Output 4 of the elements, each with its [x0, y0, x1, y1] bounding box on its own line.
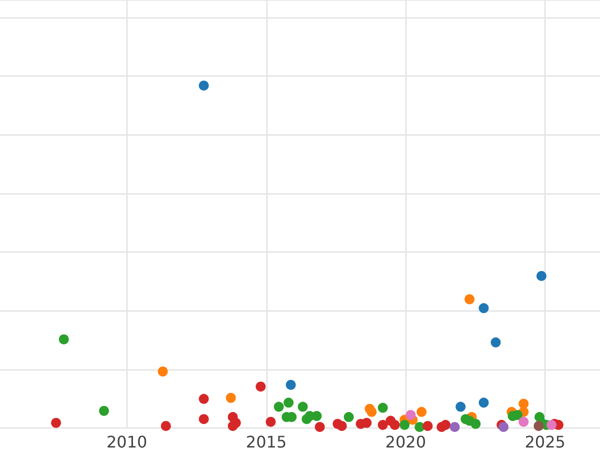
- x-tick-label: 2015: [246, 432, 287, 450]
- x-tick-label: 2020: [385, 432, 426, 450]
- x-tick-label: 2025: [524, 432, 566, 450]
- x-tick-label: 2010: [106, 432, 148, 450]
